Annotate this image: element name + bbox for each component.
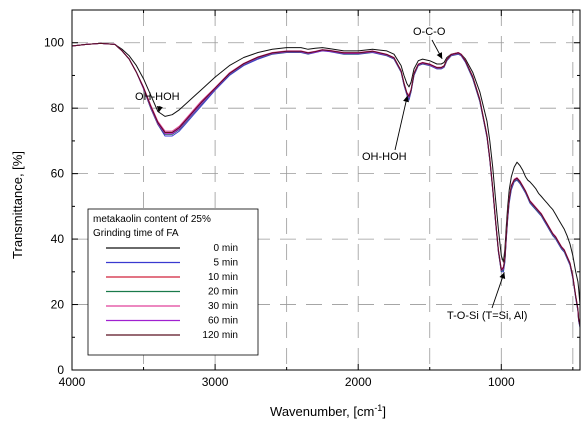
x-tick-label: 4000 bbox=[59, 375, 86, 389]
legend-entry: 5 min bbox=[214, 258, 238, 269]
legend-entry: 120 min bbox=[202, 330, 238, 341]
legend: metakaolin content of 25% Grinding time o… bbox=[87, 208, 259, 356]
x-axis-title-main: Wavenumber, [cm bbox=[270, 404, 374, 419]
legend-box bbox=[87, 208, 259, 356]
legend-entry: 60 min bbox=[208, 316, 238, 327]
series-line-120-min bbox=[71, 42, 581, 326]
y-tick-label: 60 bbox=[51, 167, 65, 181]
y-tick-label: 0 bbox=[57, 363, 64, 377]
legend-title: metakaolin content of 25% bbox=[93, 214, 211, 225]
plot-frame bbox=[71, 9, 581, 371]
legend-entry: 10 min bbox=[208, 272, 238, 283]
annotation-arrowhead bbox=[156, 105, 163, 113]
legend-entry: 0 min bbox=[214, 243, 238, 254]
legend-entry: 20 min bbox=[208, 287, 238, 298]
y-axis-title: Transmittance, [%] bbox=[10, 151, 25, 259]
annotation-arrowhead bbox=[436, 52, 443, 59]
axis-ticks: 4000 3000 2000 1000 0 20 40 60 80 100 bbox=[44, 9, 580, 389]
annotation-label: OH-HOH bbox=[135, 91, 180, 103]
annotation-label: T-O-Si (T=Si, Al) bbox=[447, 310, 527, 322]
x-tick-label: 3000 bbox=[202, 375, 229, 389]
x-axis-title-superscript: -1 bbox=[374, 403, 382, 413]
y-tick-label: 20 bbox=[51, 298, 65, 312]
annotation-arrowhead bbox=[403, 95, 409, 103]
legend-title: Grinding time of FA bbox=[93, 228, 179, 239]
series-lines bbox=[71, 42, 581, 328]
x-tick-label: 1000 bbox=[488, 375, 515, 389]
x-axis-title-close: ] bbox=[382, 404, 386, 419]
x-tick-label: 2000 bbox=[345, 375, 372, 389]
annotation-label: O-C-O bbox=[413, 26, 446, 38]
y-tick-label: 40 bbox=[51, 232, 65, 246]
x-axis-title: Wavenumber, [cm-1] bbox=[270, 403, 386, 419]
annotation-arrow bbox=[491, 272, 505, 309]
y-tick-label: 100 bbox=[44, 36, 64, 50]
annotation-arrowhead bbox=[499, 272, 506, 279]
y-tick-label: 80 bbox=[51, 101, 65, 115]
legend-entry: 30 min bbox=[208, 301, 238, 312]
annotation-arrow bbox=[394, 95, 408, 151]
series-line-0-min bbox=[71, 42, 581, 305]
annotation-label: OH-HOH bbox=[362, 151, 407, 163]
annotations: OH-HOH OH-HOH O-C-O T-O-Si (T=Si, Al) bbox=[135, 26, 527, 322]
